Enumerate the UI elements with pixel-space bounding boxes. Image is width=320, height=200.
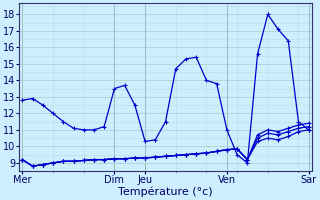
X-axis label: Température (°c): Température (°c)	[118, 187, 213, 197]
